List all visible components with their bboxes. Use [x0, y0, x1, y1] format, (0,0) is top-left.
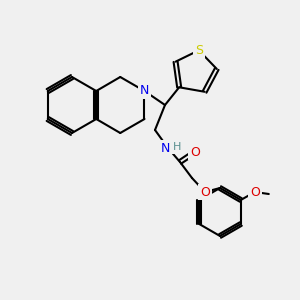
- Text: O: O: [250, 185, 260, 199]
- Text: S: S: [195, 44, 203, 57]
- Text: O: O: [200, 185, 210, 199]
- Text: O: O: [190, 146, 200, 158]
- Text: H: H: [173, 142, 181, 152]
- Text: N: N: [160, 142, 170, 154]
- Text: N: N: [140, 85, 149, 98]
